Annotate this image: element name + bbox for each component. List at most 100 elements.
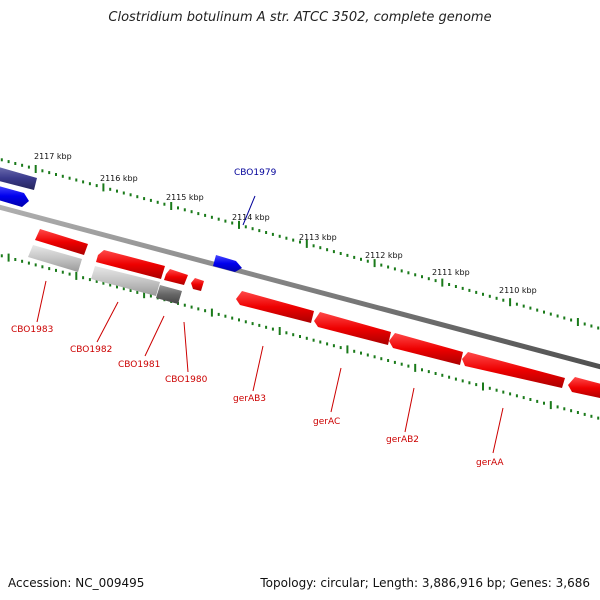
gene-arrow-geraa[interactable] [462,352,565,388]
gene-arrow-navy[interactable] [0,166,37,190]
minor-tick [88,278,91,282]
gene-arrow-cbo1983-b[interactable] [28,245,82,272]
tick-label: 2117 kbp [34,152,72,161]
minor-tick [502,390,505,394]
minor-tick [231,221,234,225]
major-tick [75,271,78,280]
minor-tick [109,283,112,287]
minor-tick [129,289,132,292]
gene-arrow-cbo1981-b[interactable] [156,285,182,304]
minor-tick [299,335,301,338]
minor-tick [183,303,186,307]
minor-tick [515,394,518,398]
minor-tick [319,340,322,344]
gene-arrow-cbo1982-b[interactable] [91,266,160,296]
accession-text: Accession: NC_009495 [8,576,145,590]
minor-tick [454,377,457,381]
minor-tick [244,320,247,324]
minor-tick [461,286,464,290]
minor-tick [143,197,146,201]
minor-tick [190,305,193,309]
gene-label-cbo1979: CBO1979 [234,168,277,178]
minor-tick [563,316,566,320]
minor-tick [393,267,396,271]
major-tick [7,253,10,262]
gene-arrow-cbo1981-a[interactable] [164,269,188,285]
minor-tick [183,208,186,212]
inner-tick-ring [0,253,600,420]
tick-labels: 2117 kbp 2116 kbp 2115 kbp 2114 kbp 2113… [34,152,537,295]
minor-tick [122,191,125,195]
minor-tick [421,368,423,372]
minor-tick [55,268,57,272]
minor-tick [461,379,464,383]
minor-tick [34,263,37,267]
minor-tick [468,288,471,292]
gene-label-cbo1982: CBO1982 [70,345,112,355]
minor-tick [0,254,3,258]
minor-tick [48,171,51,175]
tick-label: 2111 kbp [432,268,470,277]
minor-tick [427,370,430,374]
forward-genes [0,166,242,272]
minor-tick [95,184,98,188]
minor-tick [265,325,268,329]
gene-arrow-cbo1979[interactable] [213,255,242,272]
gene-arrow-edge[interactable] [568,377,600,399]
minor-tick [509,392,512,396]
gene-arrow-gerac[interactable] [314,312,391,345]
minor-tick [583,412,586,416]
minor-tick [61,174,64,178]
gene-arrow-cbo1982-a[interactable] [96,250,165,279]
minor-tick [332,250,335,254]
major-tick [238,220,240,229]
minor-tick [116,285,118,289]
minor-tick [197,212,200,216]
minor-tick [271,232,274,236]
outer-tick-ring [0,158,600,330]
tick-label: 2110 kbp [499,286,537,295]
minor-tick [265,231,268,234]
minor-tick [292,333,295,337]
minor-tick [366,353,369,357]
tick-label: 2115 kbp [166,193,204,202]
gene-label-cbo1983: CBO1983 [11,325,53,335]
minor-tick [536,399,539,403]
minor-tick [332,344,335,348]
minor-tick [346,253,349,257]
minor-tick [353,255,356,259]
map-title: Clostridium botulinum A str. ATCC 3502, … [108,10,492,25]
minor-tick [122,287,125,291]
minor-tick [82,180,85,184]
minor-tick [488,386,491,390]
minor-tick [116,189,118,193]
minor-tick [258,323,261,327]
minor-tick [434,372,437,375]
gene-arrow-gerab2[interactable] [389,333,463,365]
minor-tick [597,326,600,330]
minor-tick [427,277,430,281]
gene-arrow-gerab3[interactable] [236,291,314,323]
major-tick [482,382,484,391]
minor-tick [414,273,417,277]
minor-tick [326,342,329,346]
minor-tick [319,246,322,250]
minor-tick [407,271,410,275]
minor-tick [360,257,362,261]
minor-tick [312,338,315,342]
minor-tick [271,327,274,331]
tick-label: 2113 kbp [299,233,337,242]
tick-label: 2114 kbp [232,213,270,222]
minor-tick [204,213,207,217]
minor-tick [278,234,281,238]
gene-arrow-cbo1983-a[interactable] [35,229,88,255]
minor-tick [204,309,207,313]
minor-tick [488,294,491,298]
minor-tick [556,405,559,409]
major-tick [305,239,308,248]
gene-arrow-blue[interactable] [0,185,29,207]
major-tick [170,202,173,210]
gene-arrow-cbo1980[interactable] [191,278,204,291]
minor-tick [251,322,254,326]
minor-tick [14,258,17,261]
